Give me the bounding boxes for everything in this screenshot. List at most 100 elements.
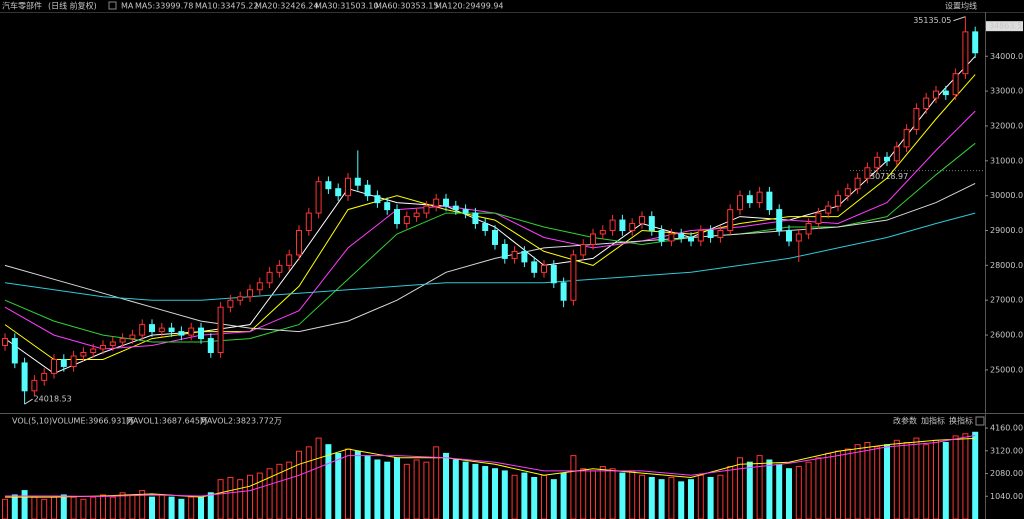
volume-bar <box>864 441 871 519</box>
settings-button[interactable]: 设置均线 <box>945 1 977 11</box>
candle-body <box>844 188 851 197</box>
candle-body <box>501 243 508 259</box>
volume-bar <box>854 444 861 519</box>
volume-bar <box>364 455 371 519</box>
y-tick-label: 2080.00 <box>990 469 1023 478</box>
volume-bar <box>443 452 449 519</box>
volume-label: VOLUME:3966.931万 <box>52 417 134 426</box>
indicator-button[interactable]: 加指标 <box>921 416 945 426</box>
volume-bar <box>119 492 126 519</box>
candle-body <box>903 128 910 148</box>
volume-bar <box>825 452 832 519</box>
volume-bar <box>227 476 234 519</box>
candle-body <box>452 205 459 211</box>
volume-bar <box>158 494 165 519</box>
candle-body <box>188 327 195 336</box>
volume-bar <box>795 466 802 519</box>
candle-body <box>874 156 881 169</box>
candle-body <box>942 90 949 96</box>
volume-bar <box>354 450 361 519</box>
candle-body <box>727 209 734 232</box>
candle-body <box>737 195 743 211</box>
candle-body <box>492 230 498 245</box>
volume-bar <box>207 492 214 519</box>
volume-bar <box>942 441 949 519</box>
candle-body <box>227 299 234 308</box>
ma-legend: MA10:33475.22 <box>195 2 258 11</box>
volume-bar <box>21 490 28 519</box>
close-button[interactable] <box>975 416 985 426</box>
volume-bar <box>198 496 204 519</box>
ma-icon[interactable] <box>108 1 117 10</box>
candle-body <box>688 236 694 242</box>
candle-body <box>913 108 920 130</box>
indicator-button[interactable]: 换指标 <box>949 416 973 426</box>
candle-body <box>972 31 979 54</box>
volume-bar <box>844 448 851 519</box>
volume-bar <box>766 459 773 519</box>
volume-bar <box>90 496 97 519</box>
candle-body <box>746 195 753 204</box>
candle-body <box>795 233 802 242</box>
candle-body <box>893 146 900 162</box>
candle-body <box>560 282 567 301</box>
candle-body <box>90 348 97 353</box>
volume-bar <box>335 452 342 519</box>
volume-bar <box>893 439 900 519</box>
candle-body <box>472 212 479 225</box>
volume-bar <box>413 459 420 519</box>
candle-body <box>276 264 283 273</box>
vol-ma-legend: MAVOL2:3823.772万 <box>200 417 282 426</box>
candle-body <box>805 223 812 235</box>
candle-body <box>168 327 175 333</box>
volume-bar <box>874 446 881 519</box>
indicator-button[interactable]: 改参数 <box>893 416 917 426</box>
reference-label: 30718.97 <box>870 172 908 181</box>
volume-bar <box>678 481 685 519</box>
volume-bar <box>11 494 18 519</box>
candle-body <box>521 250 528 263</box>
candle-body <box>394 209 400 225</box>
candle-body <box>825 205 832 214</box>
volume-bar <box>648 476 655 519</box>
candle-body <box>335 188 342 197</box>
ma-label: MA <box>121 2 134 11</box>
volume-bar <box>31 496 38 519</box>
candle-body <box>345 177 351 197</box>
volume-bar <box>658 479 665 519</box>
ma-legend: MA30:31503.10 <box>315 2 378 11</box>
candle-body <box>100 345 106 350</box>
candle-body <box>305 212 312 232</box>
volume-bar <box>668 476 675 519</box>
volume-bar <box>697 474 704 519</box>
volume-title: VOL(5,10) <box>12 417 52 426</box>
volume-bar <box>786 468 792 519</box>
ma-legend: MA120:29499.94 <box>435 2 504 11</box>
volume-bar <box>188 496 195 519</box>
candle-body <box>962 31 969 75</box>
ma-legend: MA20:32426.24 <box>255 2 318 11</box>
volume-bar <box>51 496 57 519</box>
candle-body <box>815 212 822 225</box>
volume-bar <box>560 472 567 519</box>
candle-body <box>678 233 685 238</box>
volume-bar <box>472 463 479 519</box>
volume-bar <box>952 435 959 519</box>
candle-body <box>80 351 87 357</box>
last-price-label: 34863.5 <box>989 22 1022 31</box>
period[interactable]: (日线 前复权) <box>48 1 97 11</box>
candle-body <box>217 306 224 353</box>
candle-body <box>158 327 165 333</box>
candle-body <box>599 230 606 235</box>
candle-body <box>952 73 959 96</box>
candle-body <box>21 362 28 392</box>
volume-bar <box>452 459 459 519</box>
ma-legend: MA60:30353.15 <box>375 2 438 11</box>
volume-bar <box>109 496 116 519</box>
candle-body <box>629 223 636 232</box>
candle-body <box>325 181 332 190</box>
candle-body <box>923 97 930 110</box>
volume-bar <box>913 437 920 519</box>
candle-body <box>51 358 57 374</box>
